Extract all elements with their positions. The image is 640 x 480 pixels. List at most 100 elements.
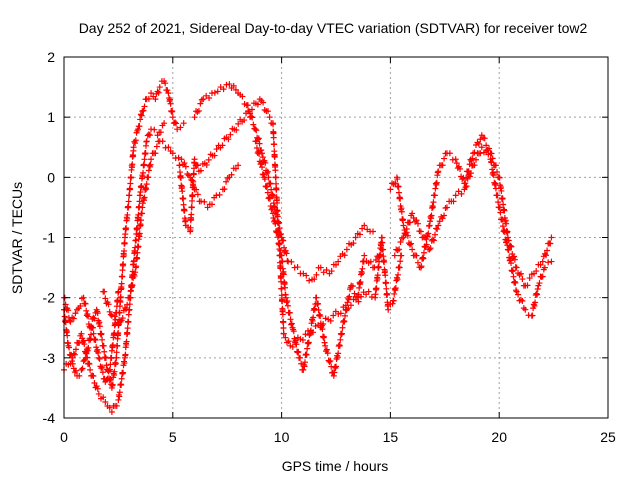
data-point-marker	[272, 167, 279, 174]
data-point-marker	[96, 323, 103, 330]
data-point-marker	[403, 226, 410, 233]
data-point-marker	[121, 360, 128, 367]
data-point-marker	[264, 189, 271, 196]
data-point-marker	[359, 225, 366, 232]
data-point-marker	[292, 339, 299, 346]
data-point-marker	[282, 247, 289, 254]
data-point-marker	[107, 361, 114, 368]
data-point-marker	[395, 271, 402, 278]
data-point-marker	[289, 343, 296, 350]
data-point-marker	[524, 282, 531, 289]
data-point-marker	[288, 258, 295, 265]
data-point-marker	[394, 247, 401, 254]
data-point-marker	[428, 212, 435, 219]
data-point-marker	[277, 265, 284, 272]
data-point-marker	[283, 250, 290, 257]
data-point-marker	[177, 174, 184, 181]
data-point-marker	[306, 277, 313, 284]
data-point-marker	[284, 257, 291, 264]
data-point-marker	[446, 150, 453, 157]
data-point-marker	[134, 249, 141, 256]
data-point-marker	[290, 328, 297, 335]
data-point-marker	[372, 291, 379, 298]
data-point-marker	[398, 252, 405, 259]
data-point-marker	[259, 164, 266, 171]
data-point-marker	[130, 153, 137, 160]
data-point-marker	[328, 268, 335, 275]
data-point-marker	[391, 290, 398, 297]
data-point-marker	[400, 216, 407, 223]
data-point-marker	[132, 269, 139, 276]
data-point-marker	[94, 346, 101, 353]
data-point-marker	[129, 161, 136, 168]
data-point-marker	[320, 321, 327, 328]
data-point-marker	[365, 288, 372, 295]
data-point-marker	[269, 210, 276, 217]
data-point-marker	[108, 408, 115, 415]
data-point-marker	[400, 234, 407, 241]
data-point-marker	[213, 146, 220, 153]
data-point-marker	[258, 159, 265, 166]
data-point-marker	[180, 120, 187, 127]
data-point-marker	[439, 215, 446, 222]
data-point-marker	[266, 114, 273, 121]
data-point-marker	[249, 114, 256, 121]
data-point-marker	[536, 280, 543, 287]
data-point-marker	[519, 276, 526, 283]
data-point-marker	[420, 255, 427, 262]
data-point-marker	[337, 336, 344, 343]
data-point-marker	[496, 174, 503, 181]
data-point-marker	[98, 330, 105, 337]
data-point-marker	[301, 359, 308, 366]
data-point-marker	[278, 278, 285, 285]
data-point-marker	[513, 288, 520, 295]
data-point-marker	[453, 160, 460, 167]
data-point-marker	[280, 237, 287, 244]
data-point-marker	[104, 375, 111, 382]
data-point-marker	[119, 315, 126, 322]
data-point-marker	[534, 285, 541, 292]
data-point-marker	[142, 150, 149, 157]
data-point-marker	[288, 320, 295, 327]
data-point-marker	[280, 318, 287, 325]
data-point-marker	[457, 165, 464, 172]
data-point-marker	[96, 355, 103, 362]
data-point-marker	[214, 88, 221, 95]
data-point-marker	[264, 168, 271, 175]
data-point-marker	[541, 250, 548, 257]
data-point-marker	[488, 159, 495, 166]
data-point-marker	[431, 192, 438, 199]
data-point-marker	[184, 170, 191, 177]
data-point-marker	[272, 174, 279, 181]
data-point-marker	[343, 246, 350, 253]
data-point-marker	[515, 291, 522, 298]
data-point-marker	[114, 342, 121, 349]
data-point-marker	[485, 151, 492, 158]
data-point-marker	[529, 312, 536, 319]
data-point-marker	[129, 282, 136, 289]
data-point-marker	[86, 335, 93, 342]
data-point-marker	[141, 194, 148, 201]
data-point-marker	[82, 354, 89, 361]
data-point-marker	[495, 199, 502, 206]
data-point-marker	[483, 142, 490, 149]
data-point-marker	[505, 246, 512, 253]
data-point-marker	[513, 264, 520, 271]
data-point-marker	[90, 314, 97, 321]
data-point-marker	[90, 372, 97, 379]
data-point-marker	[503, 238, 510, 245]
data-point-marker	[143, 138, 150, 145]
data-point-marker	[230, 82, 237, 89]
data-point-marker	[89, 324, 96, 331]
data-point-marker	[390, 297, 397, 304]
data-point-marker	[408, 240, 415, 247]
data-point-marker	[173, 120, 180, 127]
data-point-marker	[216, 191, 223, 198]
data-point-marker	[119, 273, 126, 280]
data-point-marker	[187, 224, 194, 231]
y-tick-label: 1	[47, 109, 55, 125]
data-point-marker	[492, 185, 499, 192]
data-point-marker	[271, 153, 278, 160]
data-point-marker	[248, 106, 255, 113]
data-point-marker	[203, 161, 210, 168]
